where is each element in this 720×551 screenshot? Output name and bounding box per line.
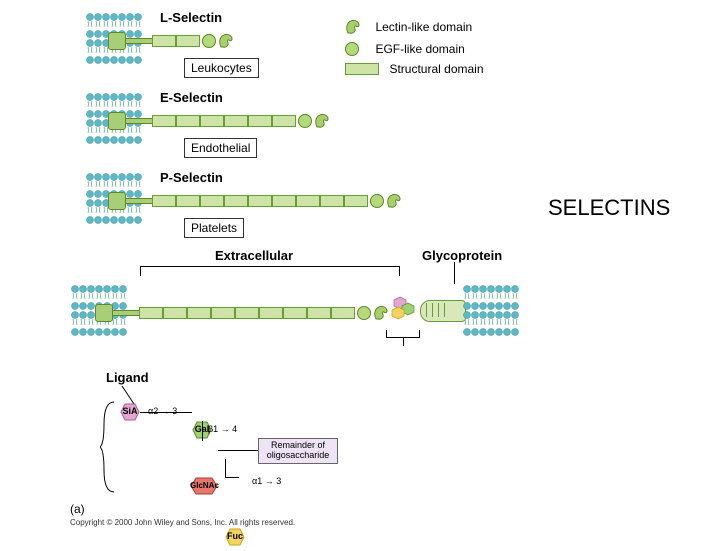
e-selectin-label: E-Selectin xyxy=(160,90,223,105)
lectin-domain xyxy=(314,113,332,129)
sugar-fuc: Fuc xyxy=(225,528,245,546)
egf-icon xyxy=(345,42,359,56)
lectin-domain xyxy=(386,193,404,209)
structural-icon xyxy=(345,63,379,75)
copyright-text: Copyright © 2000 John Wiley and Sons, In… xyxy=(70,518,295,527)
glycoprotein-leader xyxy=(454,262,455,284)
structural-segment xyxy=(176,195,200,207)
ligand-label: Ligand xyxy=(106,370,149,385)
p-location-annot: Platelets xyxy=(184,218,244,238)
bond-a13: α1 → 3 xyxy=(252,476,281,486)
structural-segment xyxy=(176,115,200,127)
structural-segment xyxy=(224,195,248,207)
bond-line xyxy=(202,421,203,441)
page-title: SELECTINS xyxy=(548,195,670,221)
structural-segment xyxy=(200,195,224,207)
structural-segment xyxy=(272,195,296,207)
structural-segment xyxy=(163,307,187,319)
bond-line xyxy=(225,459,226,477)
remainder-box: Remainder of oligosaccharide xyxy=(258,438,338,464)
structural-segment xyxy=(211,307,235,319)
structural-segment xyxy=(283,307,307,319)
legend-structural-label: Structural domain xyxy=(389,62,483,76)
structural-segment xyxy=(307,307,331,319)
egf-domain xyxy=(357,306,371,320)
p-selectin-label: P-Selectin xyxy=(160,170,223,185)
ligand-brace xyxy=(100,400,116,495)
sugar-glcnac-label: GlcNAc xyxy=(190,481,218,490)
e-location-annot: Endothelial xyxy=(184,138,257,158)
structural-segment xyxy=(200,115,224,127)
sugar-glcnac: GlcNAc xyxy=(190,477,218,495)
e-selectin-chain xyxy=(108,112,332,130)
l-selectin-chain xyxy=(108,32,236,50)
legend-egf-row: EGF-like domain xyxy=(345,40,465,58)
l-location-annot: Leukocytes xyxy=(184,58,259,78)
bond-line xyxy=(140,412,192,413)
structural-segment xyxy=(259,307,283,319)
bond-b14: β1 → 4 xyxy=(208,424,237,434)
ligand-bracket xyxy=(386,330,420,338)
structural-segment xyxy=(248,195,272,207)
structural-segment xyxy=(152,115,176,127)
structural-segment xyxy=(296,195,320,207)
structural-segment xyxy=(139,307,163,319)
structural-segment xyxy=(224,115,248,127)
legend-lectin-label: Lectin-like domain xyxy=(375,20,472,34)
bond-line xyxy=(218,450,258,451)
structural-segment xyxy=(152,35,176,47)
structural-segment xyxy=(187,307,211,319)
extracellular-label: Extracellular xyxy=(215,248,293,263)
ligand-leader xyxy=(403,338,404,346)
legend-structural-row: Structural domain xyxy=(345,60,484,78)
egf-domain xyxy=(370,194,384,208)
legend-egf-label: EGF-like domain xyxy=(375,42,464,56)
structural-segment xyxy=(320,195,344,207)
structural-segment xyxy=(176,35,200,47)
structural-segment xyxy=(272,115,296,127)
sugar-sia: SiA xyxy=(120,403,140,421)
p-selectin-chain xyxy=(108,192,404,210)
structural-segment xyxy=(248,115,272,127)
bond-a23: α2 → 3 xyxy=(148,406,177,416)
membrane-right-lower xyxy=(462,284,522,336)
l-selectin-label: L-Selectin xyxy=(160,10,222,25)
egf-domain xyxy=(298,114,312,128)
transmembrane-stub xyxy=(108,32,126,50)
panel-label: (a) xyxy=(70,502,85,516)
structural-segment xyxy=(331,307,355,319)
legend-lectin-row: Lectin-like domain xyxy=(345,18,472,36)
transmembrane-stub xyxy=(95,304,113,322)
structural-segment xyxy=(344,195,368,207)
bond-line xyxy=(225,477,239,478)
sugar-sia-label: SiA xyxy=(120,406,140,416)
transmembrane-stub xyxy=(108,192,126,210)
structural-segment xyxy=(235,307,259,319)
extracellular-bracket xyxy=(140,266,400,276)
lower-selectin-chain xyxy=(95,304,391,322)
ligand-cluster-icon xyxy=(388,296,418,324)
egf-domain xyxy=(202,34,216,48)
glycoprotein-label: Glycoprotein xyxy=(422,248,502,263)
lectin-icon xyxy=(345,19,363,35)
transmembrane-stub xyxy=(108,112,126,130)
structural-segment xyxy=(152,195,176,207)
lectin-domain xyxy=(218,33,236,49)
